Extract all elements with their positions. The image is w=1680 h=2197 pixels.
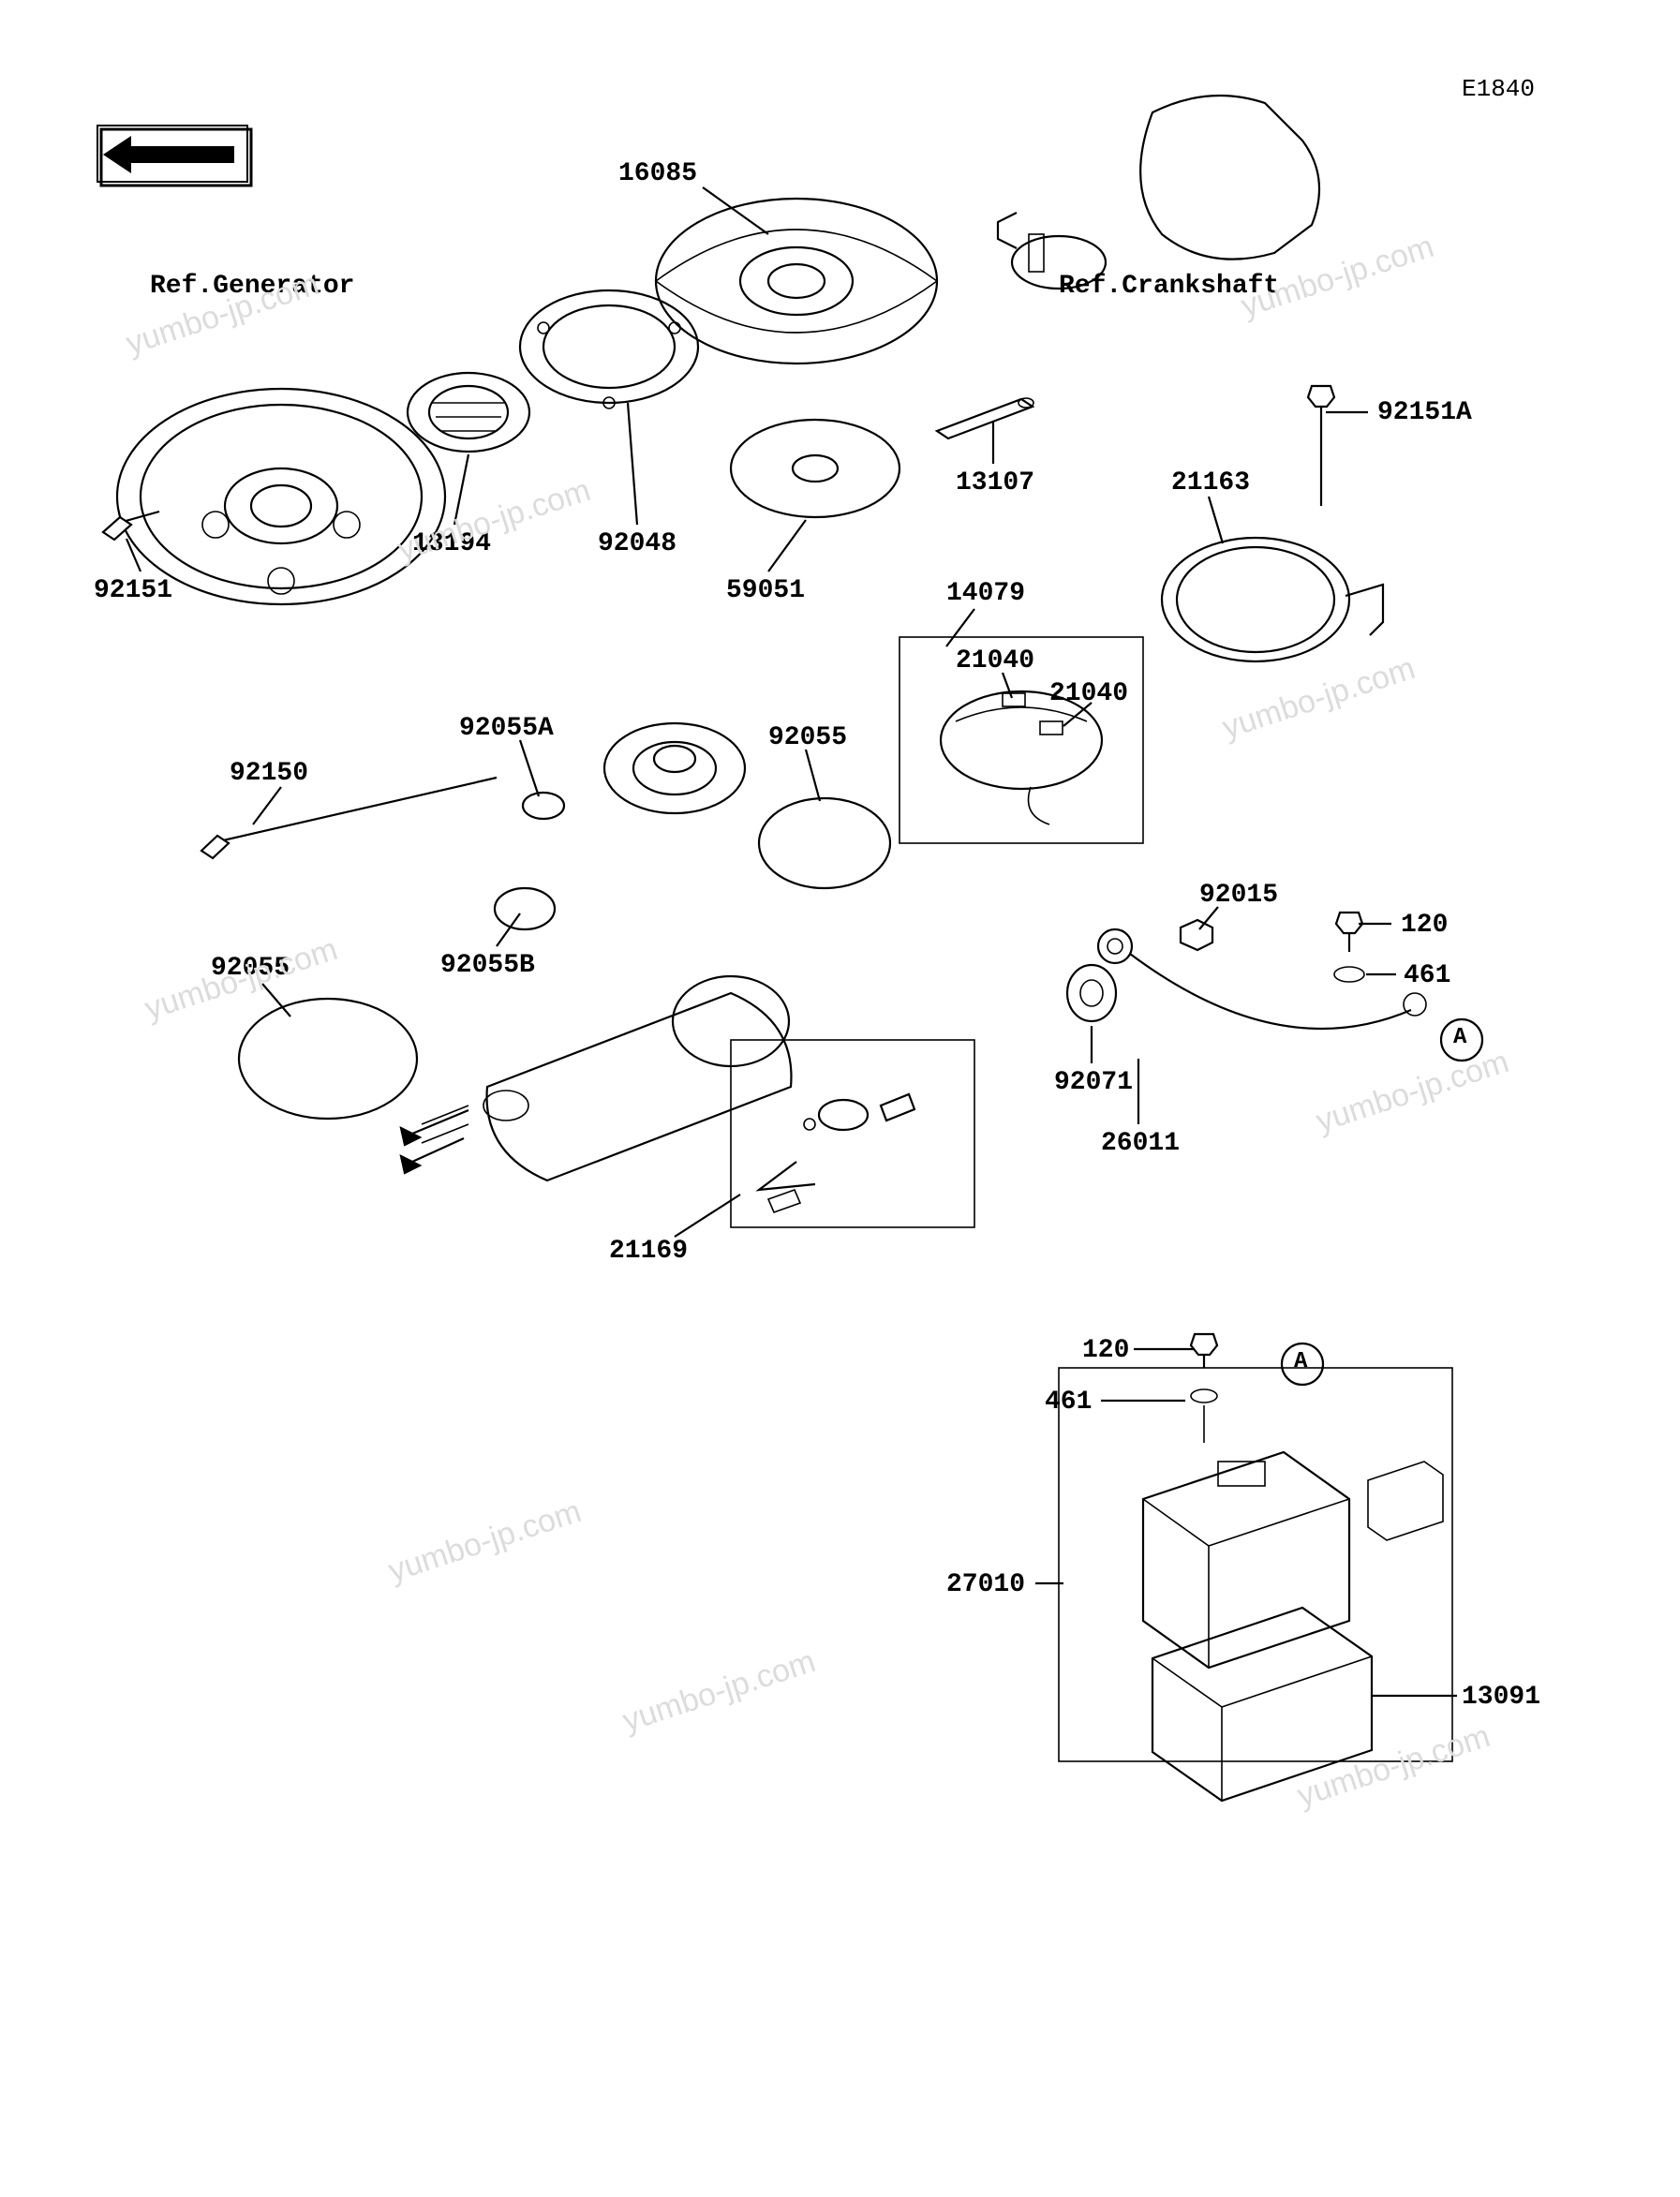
callout-461-bot: 461 [1045, 1388, 1092, 1417]
clutch-icon [408, 373, 529, 452]
bot-fastener-cluster [1191, 1334, 1217, 1443]
callout-92055-top: 92055 [768, 723, 847, 752]
terminal-box [731, 1040, 974, 1227]
callout-26011: 26011 [1101, 1129, 1180, 1158]
diagram-svg [0, 0, 1680, 2197]
bolt-92150-icon [201, 778, 497, 858]
armature-icon [422, 976, 791, 1180]
relay-box [1059, 1368, 1452, 1801]
callout-16085: 16085 [618, 159, 697, 188]
shaft-icon [937, 398, 1033, 438]
callout-92071: 92071 [1054, 1068, 1133, 1097]
ref-generator-label: Ref.Generator [150, 272, 354, 301]
oring-top-icon [759, 798, 890, 888]
callout-59051: 59051 [726, 576, 805, 605]
callout-92055a: 92055A [459, 714, 554, 743]
bolt-92151a-icon [1308, 386, 1334, 506]
callout-13107: 13107 [956, 468, 1034, 497]
callout-92151a: 92151A [1377, 398, 1472, 427]
callout-92151: 92151 [94, 576, 172, 605]
callout-21040a: 21040 [956, 646, 1034, 675]
callout-120-bot: 120 [1082, 1336, 1129, 1365]
oring-b-icon [495, 888, 555, 929]
callout-92055-left: 92055 [211, 954, 290, 983]
callout-92015: 92015 [1199, 881, 1278, 910]
callout-120-top: 120 [1401, 911, 1448, 940]
callout-21163: 21163 [1171, 468, 1250, 497]
oring-left-icon [239, 999, 417, 1119]
callout-27010: 27010 [946, 1570, 1025, 1599]
callout-461-top: 461 [1404, 961, 1450, 990]
leader-lines [126, 187, 1457, 1696]
callout-92048: 92048 [598, 529, 676, 558]
grommet-icon [1067, 965, 1116, 1021]
endcap-icon [604, 723, 745, 813]
callout-13194: 13194 [412, 529, 491, 558]
callout-21169: 21169 [609, 1237, 688, 1266]
marker-a-top: A [1453, 1025, 1466, 1050]
crankshaft-icon [998, 96, 1319, 289]
bolt-92151-icon [103, 512, 159, 540]
backing-plate-icon [520, 290, 698, 408]
callout-92055b: 92055B [440, 951, 535, 980]
oring-a-icon [523, 793, 564, 819]
callout-14079: 14079 [946, 579, 1025, 608]
marker-a-bot: A [1294, 1349, 1307, 1374]
callout-21040b: 21040 [1049, 679, 1128, 708]
top-fastener-cluster [1181, 913, 1364, 982]
small-gear-icon [731, 420, 899, 517]
rotor-icon [117, 389, 445, 604]
page: E1840 FRONT [0, 0, 1680, 2197]
callout-92150: 92150 [230, 759, 308, 788]
callout-13091: 13091 [1462, 1683, 1540, 1712]
motor-yoke-icon [1162, 538, 1383, 661]
lead-wire-icon [1098, 929, 1426, 1029]
ref-crankshaft-label: Ref.Crankshaft [1059, 272, 1279, 301]
